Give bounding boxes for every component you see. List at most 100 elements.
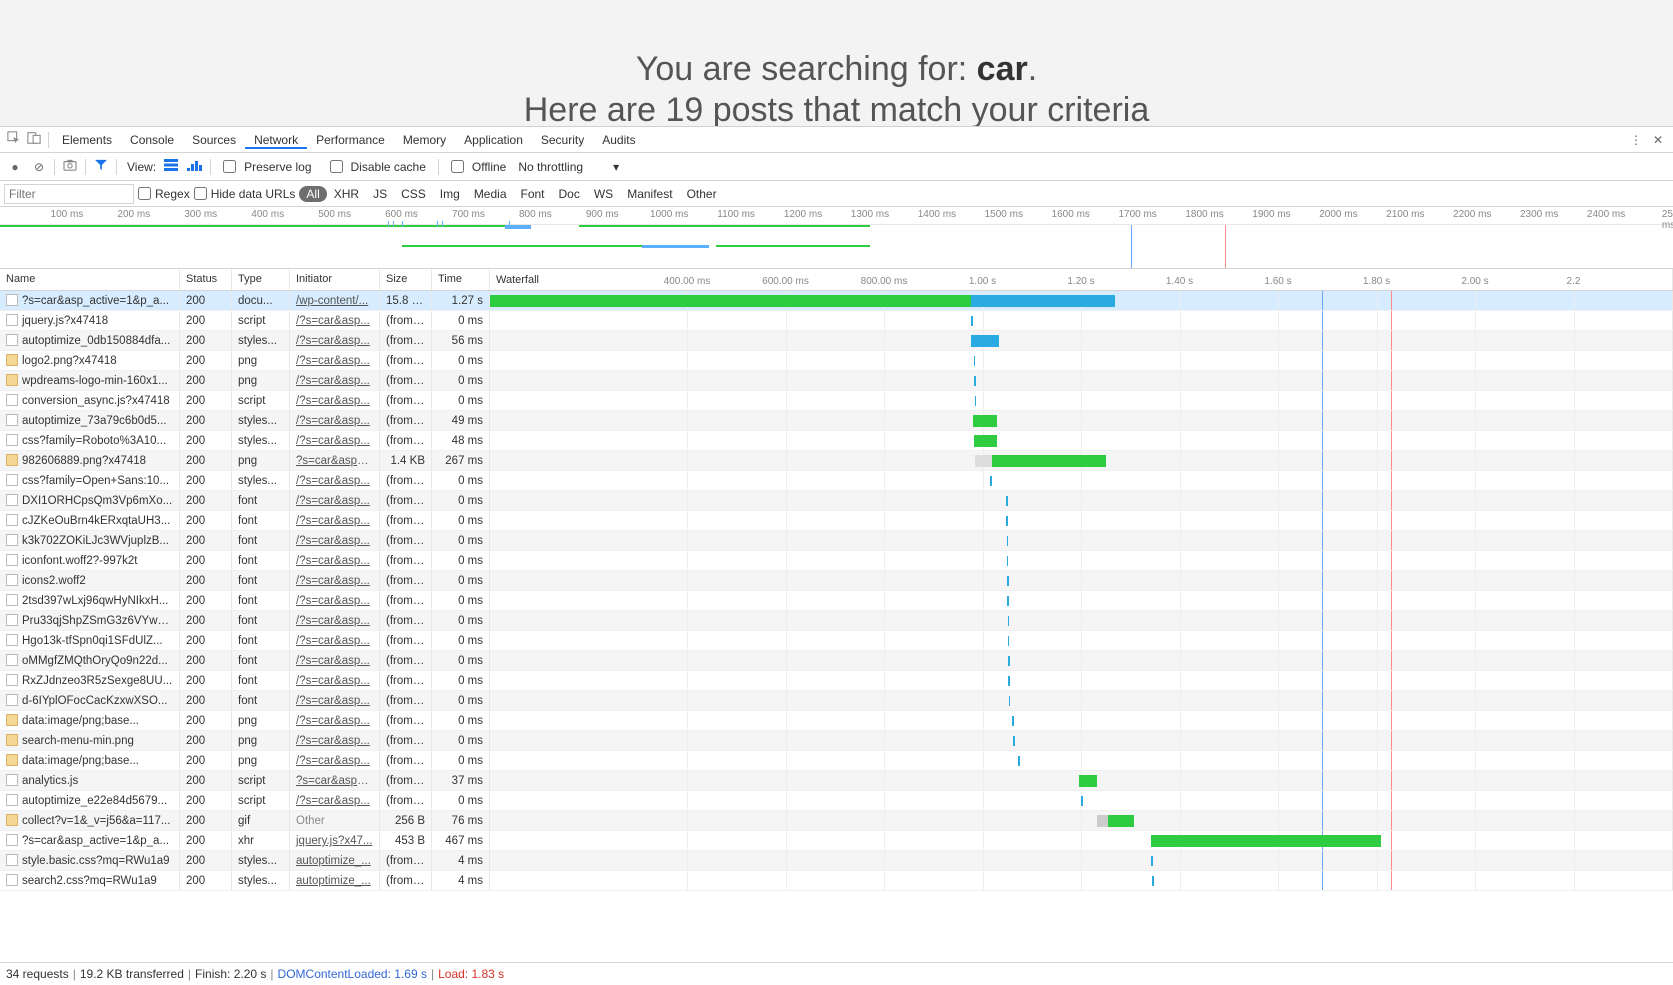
cell-initiator[interactable]: /?s=car&asp...	[290, 611, 380, 630]
disable-cache-checkbox[interactable]	[330, 160, 343, 173]
type-filter-media[interactable]: Media	[467, 186, 514, 202]
table-row[interactable]: conversion_async.js?x47418200script/?s=c…	[0, 391, 1673, 411]
col-type[interactable]: Type	[232, 269, 290, 290]
cell-initiator[interactable]: /?s=car&asp...	[290, 571, 380, 590]
cell-initiator[interactable]: /?s=car&asp...	[290, 431, 380, 450]
filter-input[interactable]	[4, 184, 134, 204]
tab-elements[interactable]: Elements	[53, 133, 121, 147]
table-row[interactable]: oMMgfZMQthOryQo9n22d...200font/?s=car&as…	[0, 651, 1673, 671]
cell-initiator[interactable]: /?s=car&asp...	[290, 791, 380, 810]
table-row[interactable]: 2tsd397wLxj96qwHyNIkxH...200font/?s=car&…	[0, 591, 1673, 611]
table-row[interactable]: Hgo13k-tfSpn0qi1SFdUlZ...200font/?s=car&…	[0, 631, 1673, 651]
type-filter-xhr[interactable]: XHR	[327, 186, 366, 202]
table-row[interactable]: 982606889.png?x47418200png?s=car&asp_...…	[0, 451, 1673, 471]
col-initiator[interactable]: Initiator	[290, 269, 380, 290]
table-row[interactable]: collect?v=1&_v=j56&a=117...200gifOther25…	[0, 811, 1673, 831]
device-toggle-icon[interactable]	[24, 131, 44, 148]
cell-initiator[interactable]: jquery.js?x47...	[290, 831, 380, 850]
cell-initiator[interactable]: /?s=car&asp...	[290, 331, 380, 350]
cell-initiator[interactable]: /?s=car&asp...	[290, 391, 380, 410]
cell-initiator[interactable]: /?s=car&asp...	[290, 551, 380, 570]
type-filter-doc[interactable]: Doc	[552, 186, 587, 202]
table-row[interactable]: data:image/png;base...200png/?s=car&asp.…	[0, 751, 1673, 771]
record-icon[interactable]: ●	[6, 160, 24, 174]
tab-security[interactable]: Security	[532, 133, 593, 147]
cell-initiator[interactable]: /?s=car&asp...	[290, 471, 380, 490]
throttling-select[interactable]: No throttling ▾	[518, 160, 619, 174]
col-name[interactable]: Name	[0, 269, 180, 290]
table-row[interactable]: autoptimize_73a79c6b0d5...200styles.../?…	[0, 411, 1673, 431]
cell-initiator[interactable]: /?s=car&asp...	[290, 671, 380, 690]
table-row[interactable]: css?family=Open+Sans:10...200styles.../?…	[0, 471, 1673, 491]
regex-checkbox[interactable]	[138, 187, 151, 200]
table-row[interactable]: autoptimize_0db150884dfa...200styles.../…	[0, 331, 1673, 351]
overview-toggle-icon[interactable]	[186, 159, 204, 174]
table-row[interactable]: ?s=car&asp_active=1&p_a...200xhrjquery.j…	[0, 831, 1673, 851]
cell-initiator[interactable]: /?s=car&asp...	[290, 751, 380, 770]
table-row[interactable]: logo2.png?x47418200png/?s=car&asp...(fro…	[0, 351, 1673, 371]
filter-icon[interactable]	[92, 159, 110, 174]
cell-initiator[interactable]: /?s=car&asp...	[290, 711, 380, 730]
table-row[interactable]: style.basic.css?mq=RWu1a9200styles...aut…	[0, 851, 1673, 871]
cell-initiator[interactable]: /?s=car&asp...	[290, 651, 380, 670]
large-rows-icon[interactable]	[162, 159, 180, 174]
type-filter-css[interactable]: CSS	[394, 186, 433, 202]
tab-console[interactable]: Console	[121, 133, 183, 147]
capture-screenshot-icon[interactable]	[61, 159, 79, 174]
tab-sources[interactable]: Sources	[183, 133, 245, 147]
type-filter-font[interactable]: Font	[514, 186, 552, 202]
cell-initiator[interactable]: /?s=car&asp...	[290, 311, 380, 330]
col-status[interactable]: Status	[180, 269, 232, 290]
cell-initiator[interactable]: /?s=car&asp...	[290, 631, 380, 650]
cell-initiator[interactable]: /?s=car&asp...	[290, 531, 380, 550]
cell-initiator[interactable]: /?s=car&asp...	[290, 511, 380, 530]
table-row[interactable]: d-6IYplOFocCacKzxwXSO...200font/?s=car&a…	[0, 691, 1673, 711]
table-row[interactable]: k3k702ZOKiLJc3WVjuplzB...200font/?s=car&…	[0, 531, 1673, 551]
type-filter-other[interactable]: Other	[680, 186, 724, 202]
cell-initiator[interactable]: /?s=car&asp...	[290, 371, 380, 390]
type-filter-all[interactable]: All	[299, 186, 326, 202]
hide-data-urls-checkbox[interactable]	[194, 187, 207, 200]
col-size[interactable]: Size	[380, 269, 432, 290]
tab-performance[interactable]: Performance	[307, 133, 394, 147]
table-row[interactable]: icons2.woff2200font/?s=car&asp...(from .…	[0, 571, 1673, 591]
cell-initiator[interactable]: /?s=car&asp...	[290, 731, 380, 750]
type-filter-js[interactable]: JS	[366, 186, 394, 202]
cell-initiator[interactable]: Other	[290, 811, 380, 830]
clear-icon[interactable]: ⊘	[30, 160, 48, 174]
type-filter-manifest[interactable]: Manifest	[620, 186, 679, 202]
table-row[interactable]: RxZJdnzeo3R5zSexge8UU...200font/?s=car&a…	[0, 671, 1673, 691]
cell-initiator[interactable]: autoptimize_...	[290, 871, 380, 890]
cell-initiator[interactable]: ?s=car&asp_...	[290, 771, 380, 790]
close-devtools-icon[interactable]: ✕	[1647, 133, 1669, 147]
tab-application[interactable]: Application	[455, 133, 532, 147]
table-row[interactable]: data:image/png;base...200png/?s=car&asp.…	[0, 711, 1673, 731]
table-row[interactable]: ?s=car&asp_active=1&p_a...200docu.../wp-…	[0, 291, 1673, 311]
table-row[interactable]: css?family=Roboto%3A10...200styles.../?s…	[0, 431, 1673, 451]
table-row[interactable]: Pru33qjShpZSmG3z6VYwn...200font/?s=car&a…	[0, 611, 1673, 631]
cell-initiator[interactable]: ?s=car&asp_...	[290, 451, 380, 470]
network-overview[interactable]: 100 ms200 ms300 ms400 ms500 ms600 ms700 …	[0, 207, 1673, 269]
tab-audits[interactable]: Audits	[593, 133, 644, 147]
table-row[interactable]: autoptimize_e22e84d5679...200script/?s=c…	[0, 791, 1673, 811]
cell-initiator[interactable]: /?s=car&asp...	[290, 491, 380, 510]
preserve-log-checkbox[interactable]	[223, 160, 236, 173]
type-filter-ws[interactable]: WS	[587, 186, 620, 202]
tab-network[interactable]: Network	[245, 133, 307, 149]
col-waterfall[interactable]: Waterfall 400.00 ms600.00 ms800.00 ms1.0…	[490, 269, 1673, 290]
tab-memory[interactable]: Memory	[394, 133, 455, 147]
table-row[interactable]: search2.css?mq=RWu1a9200styles...autopti…	[0, 871, 1673, 891]
cell-initiator[interactable]: /?s=car&asp...	[290, 591, 380, 610]
cell-initiator[interactable]: /?s=car&asp...	[290, 411, 380, 430]
cell-initiator[interactable]: /?s=car&asp...	[290, 691, 380, 710]
network-table-body[interactable]: ?s=car&asp_active=1&p_a...200docu.../wp-…	[0, 291, 1673, 962]
cell-initiator[interactable]: autoptimize_...	[290, 851, 380, 870]
cell-initiator[interactable]: /?s=car&asp...	[290, 351, 380, 370]
type-filter-img[interactable]: Img	[433, 186, 467, 202]
table-row[interactable]: wpdreams-logo-min-160x1...200png/?s=car&…	[0, 371, 1673, 391]
table-row[interactable]: DXI1ORHCpsQm3Vp6mXo...200font/?s=car&asp…	[0, 491, 1673, 511]
table-row[interactable]: search-menu-min.png200png/?s=car&asp...(…	[0, 731, 1673, 751]
offline-checkbox[interactable]	[451, 160, 464, 173]
col-time[interactable]: Time	[432, 269, 490, 290]
table-row[interactable]: cJZKeOuBrn4kERxqtaUH3...200font/?s=car&a…	[0, 511, 1673, 531]
